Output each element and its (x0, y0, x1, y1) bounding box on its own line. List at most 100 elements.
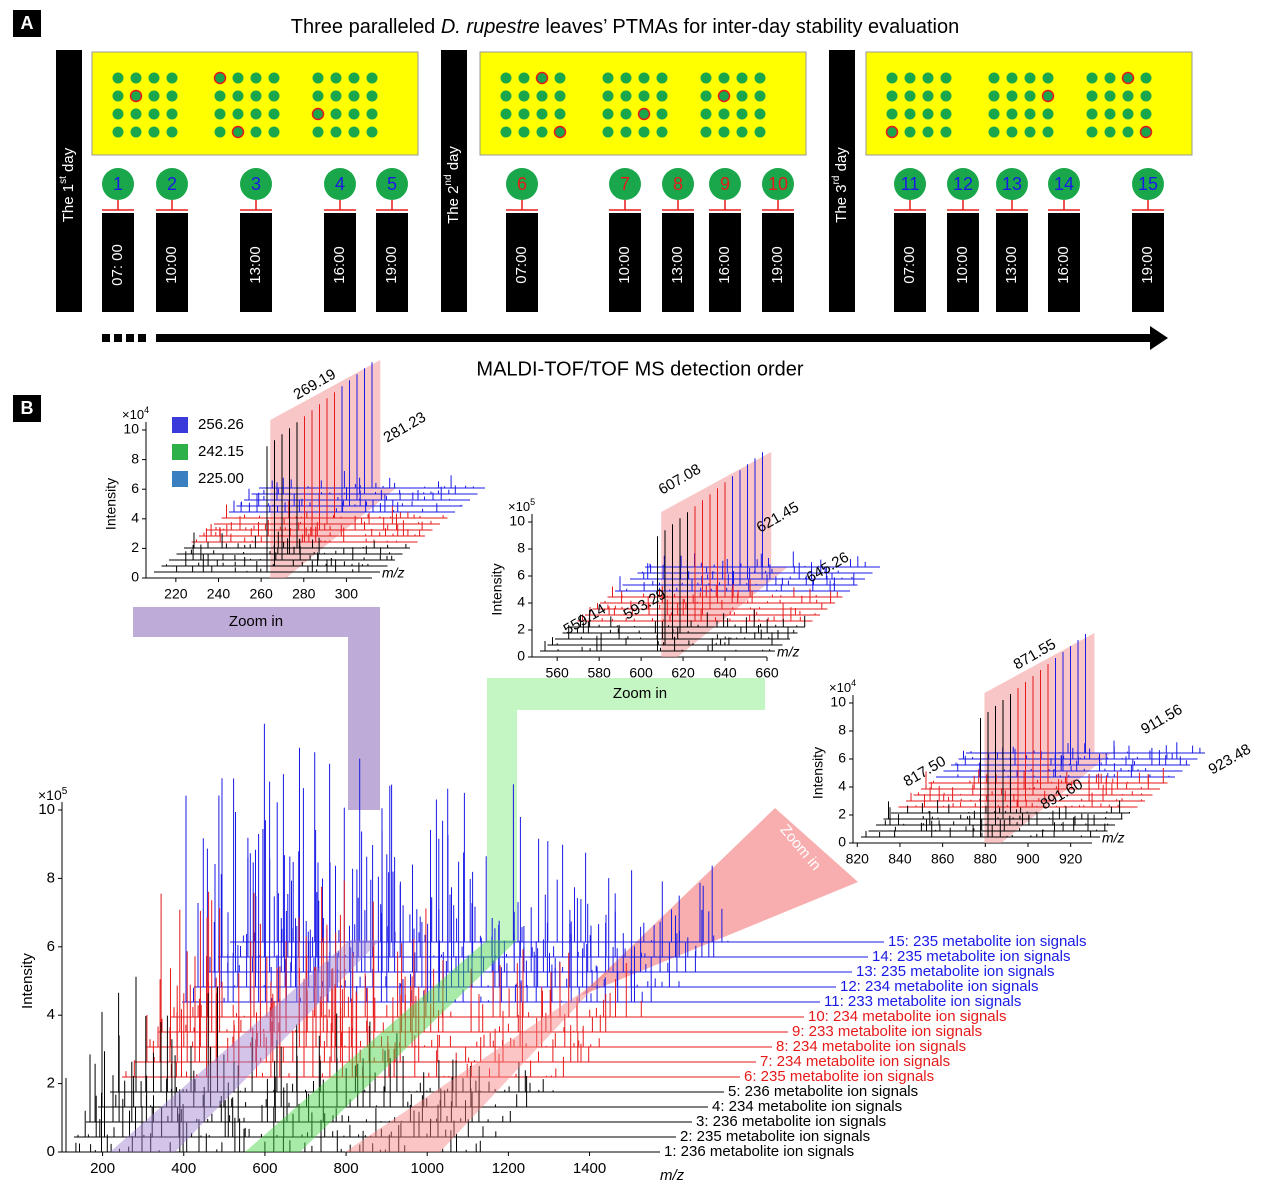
spot (213, 71, 227, 85)
spot (129, 89, 143, 103)
y-tick-label: 4 (517, 594, 525, 610)
x-tick-label: 920 (1059, 851, 1083, 867)
sample-number: 4 (335, 174, 345, 194)
spot (904, 126, 916, 138)
spot (940, 90, 952, 102)
spot (268, 90, 280, 102)
spot (1122, 126, 1134, 138)
spot (130, 72, 142, 84)
y-tick-label: 4 (47, 1006, 55, 1023)
signal-label: 6: 235 metabolite ion signals (744, 1068, 934, 1085)
day-bar (56, 50, 82, 312)
x-tick-label: 400 (171, 1160, 196, 1177)
signal-label: 4: 234 metabolite ion signals (712, 1098, 902, 1115)
title-part: Three paralleled (291, 16, 441, 38)
spot (1104, 72, 1116, 84)
spot (250, 72, 262, 84)
spot (602, 126, 614, 138)
spot (656, 108, 668, 120)
spot (112, 90, 124, 102)
spot (1140, 108, 1152, 120)
time-bar (240, 213, 272, 312)
spot (1086, 72, 1098, 84)
spot (1140, 72, 1152, 84)
inset-trace (861, 718, 1100, 838)
day-label-part: st (58, 176, 69, 184)
spot (536, 90, 548, 102)
legend-swatch (172, 444, 188, 460)
spectrum-trace (230, 747, 884, 943)
time-bar (709, 213, 741, 312)
zoom-label: Zoom in (613, 685, 667, 702)
sample-time: 13:00 (1003, 246, 1020, 284)
x-tick-label: 840 (888, 851, 912, 867)
sample-badge (324, 168, 356, 200)
sample-time: 16:00 (1055, 246, 1072, 284)
y-tick-label: 2 (131, 539, 139, 555)
sample-time: 13:00 (247, 246, 264, 284)
spot (1006, 72, 1018, 84)
spot (638, 90, 650, 102)
spot (602, 108, 614, 120)
y-tick-label: 8 (47, 869, 55, 886)
spot (940, 72, 952, 84)
spot (330, 126, 342, 138)
exp-base: ×10 (508, 499, 530, 514)
sample-time: 07: 00 (109, 244, 126, 286)
sample-time: 16:00 (716, 246, 733, 284)
y-tick-label: 8 (517, 540, 525, 556)
plate (91, 51, 419, 156)
sample-badge (506, 168, 538, 200)
spot (940, 126, 952, 138)
arrow-label: MALDI-TOF/TOF MS detection order (476, 358, 803, 380)
spectrum-trace (62, 1078, 660, 1153)
spot (754, 72, 766, 84)
y-tick-label: 0 (838, 834, 846, 850)
peak-label: 645.26 (804, 549, 852, 587)
spot (1086, 90, 1098, 102)
order-arrow (102, 326, 1168, 350)
day-label-part: day (60, 147, 77, 176)
signal-label: 9: 233 metabolite ion signals (792, 1023, 982, 1040)
spot (1139, 125, 1153, 139)
spot (250, 126, 262, 138)
sample-number: 2 (167, 174, 177, 194)
spot (231, 125, 245, 139)
panel-a-title: Three paralleled D. rupestre leaves’ PTM… (291, 16, 959, 38)
inset-trace (221, 392, 448, 519)
x-tick-label: 900 (1016, 851, 1040, 867)
sample-time: 10:00 (163, 246, 180, 284)
spot (166, 90, 178, 102)
sample-number: 14 (1054, 174, 1074, 194)
exp-power: 4 (144, 405, 149, 415)
y-tick-label: 0 (47, 1143, 55, 1160)
time-bar (662, 213, 694, 312)
sample-number: 9 (720, 174, 730, 194)
sample-badge (1132, 168, 1164, 200)
legend-label: 242.15 (198, 443, 244, 460)
time-bar (894, 213, 926, 312)
spot (700, 108, 712, 120)
spot (268, 108, 280, 120)
x-tick-label: 620 (671, 665, 695, 681)
spot (1041, 89, 1055, 103)
x-axis-label: m/z (1102, 830, 1125, 846)
spot (166, 108, 178, 120)
spot (330, 108, 342, 120)
legend-swatch (172, 417, 188, 433)
sample-number: 7 (620, 174, 630, 194)
x-tick-label: 260 (249, 586, 273, 602)
spot (250, 108, 262, 120)
spot (656, 72, 668, 84)
spot (500, 72, 512, 84)
sample-time: 16:00 (331, 246, 348, 284)
signal-label: 1: 236 metabolite ion signals (664, 1143, 854, 1160)
inset-trace (244, 374, 470, 501)
inset-trace (540, 536, 775, 652)
day-bar (829, 50, 855, 312)
sample-badge (102, 168, 134, 200)
x-tick-label: 800 (334, 1160, 359, 1177)
zoom-band (110, 940, 380, 1152)
time-bar (156, 213, 188, 312)
